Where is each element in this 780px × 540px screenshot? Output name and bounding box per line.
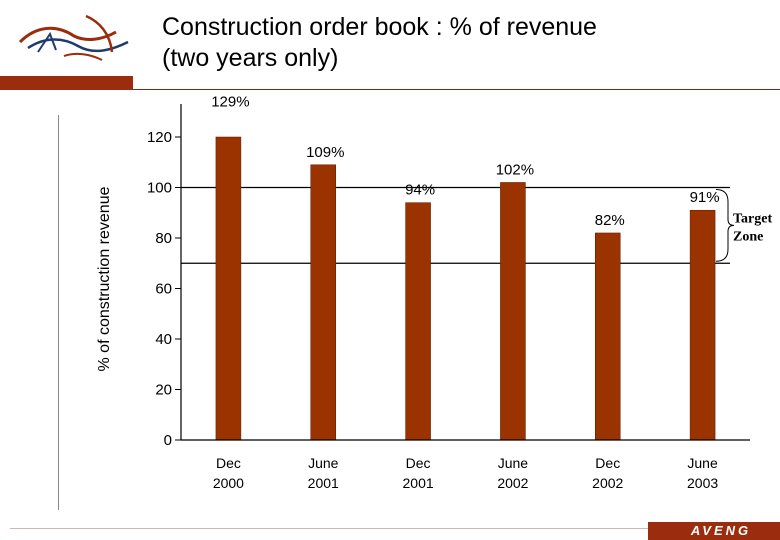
- category-label: Dec: [595, 455, 620, 471]
- slide-title-line-2: (two years only): [162, 44, 339, 72]
- category-label: 2003: [687, 475, 718, 491]
- y-tick-label: 120: [147, 129, 172, 146]
- footer-brand-bar: [648, 522, 780, 540]
- target-zone-brace: [715, 189, 735, 262]
- y-tick-label: 80: [155, 230, 172, 247]
- bar: [595, 232, 621, 441]
- brand-wordmark: AVENG: [690, 523, 752, 538]
- footer-rule: [10, 528, 650, 529]
- data-label: 102%: [496, 161, 534, 178]
- category-label: June: [687, 455, 718, 471]
- target-zone: Target Zone: [715, 189, 772, 262]
- data-label: 129%: [211, 93, 249, 110]
- y-tick-label: 60: [155, 281, 172, 298]
- header-accent-bar: [0, 76, 133, 90]
- data-label: 109%: [306, 144, 344, 161]
- slide-title: Construction order book : % of revenue (…: [162, 12, 762, 74]
- left-rule: [58, 115, 59, 510]
- category-label: Dec: [216, 455, 241, 471]
- y-tick-label: 20: [155, 382, 172, 399]
- category-label: 2001: [403, 475, 434, 491]
- category-label: June: [498, 455, 529, 471]
- bar: [310, 164, 336, 441]
- bars: [215, 136, 716, 441]
- category-labels: Dec 2000 June 2001 Dec 2001 June 2002 Dec 2002 Jun…: [213, 455, 719, 491]
- y-tick-label: 0: [164, 432, 172, 449]
- bar: [500, 182, 526, 441]
- bar: [405, 202, 431, 441]
- category-label: Dec: [406, 455, 431, 471]
- category-label: June: [308, 455, 339, 471]
- target-zone-label: Target: [733, 211, 772, 226]
- target-zone-label: Zone: [733, 229, 763, 244]
- header-rule: [133, 89, 780, 90]
- bird-logo-icon: [18, 14, 129, 61]
- data-label: 91%: [690, 189, 720, 206]
- target-zone-lines: [181, 186, 730, 264]
- bar: [215, 136, 242, 441]
- slide-title-line-1: Construction order book : % of revenue: [162, 13, 597, 41]
- axes: [180, 104, 750, 441]
- category-label: 2002: [592, 475, 623, 491]
- category-label: 2000: [213, 475, 244, 491]
- y-axis-label: % of construction revenue: [96, 186, 113, 371]
- data-labels: 129% 109% 94% 102% 82% 91%: [211, 93, 719, 229]
- data-label: 94%: [405, 182, 435, 199]
- y-tick-label: 40: [155, 331, 172, 348]
- category-label: 2001: [308, 475, 339, 491]
- y-tick-label: 100: [147, 180, 172, 197]
- bar: [689, 209, 716, 441]
- data-label: 82%: [595, 212, 625, 229]
- category-label: 2002: [497, 475, 528, 491]
- y-tick-labels: 0 20 40 60 80 100 120: [147, 129, 181, 449]
